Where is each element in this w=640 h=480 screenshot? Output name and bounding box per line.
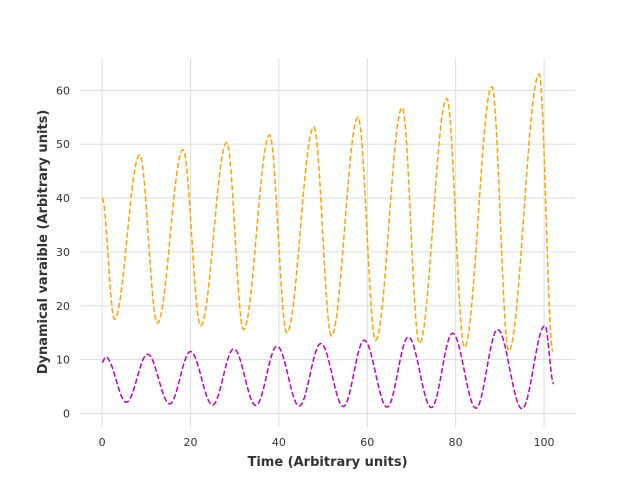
- y-tick-label: 30: [56, 246, 70, 259]
- y-tick-label: 40: [56, 192, 70, 205]
- y-tick-label: 50: [56, 138, 70, 151]
- x-tick-label: 60: [360, 436, 374, 449]
- x-axis-title: Time (Arbitrary units): [247, 455, 407, 470]
- y-tick-label: 60: [56, 84, 70, 97]
- series-line-1: [101, 72, 554, 353]
- x-tick-label: 80: [449, 436, 463, 449]
- grid: [80, 58, 575, 427]
- tick-labels: 0 20 40 60 80 100 0 10 20 30 40 50 60: [56, 84, 555, 449]
- x-tick-label: 0: [99, 436, 106, 449]
- y-tick-label: 20: [56, 300, 70, 313]
- x-tick-label: 100: [534, 436, 555, 449]
- y-tick-label: 10: [56, 354, 70, 367]
- x-tick-label: 20: [183, 436, 197, 449]
- y-tick-label: 0: [63, 408, 70, 421]
- series-layer: [101, 72, 555, 410]
- x-tick-label: 40: [272, 436, 286, 449]
- y-axis-title: Dynamical varaible (Arbitrary units): [36, 110, 51, 375]
- series-line-2: [101, 324, 555, 410]
